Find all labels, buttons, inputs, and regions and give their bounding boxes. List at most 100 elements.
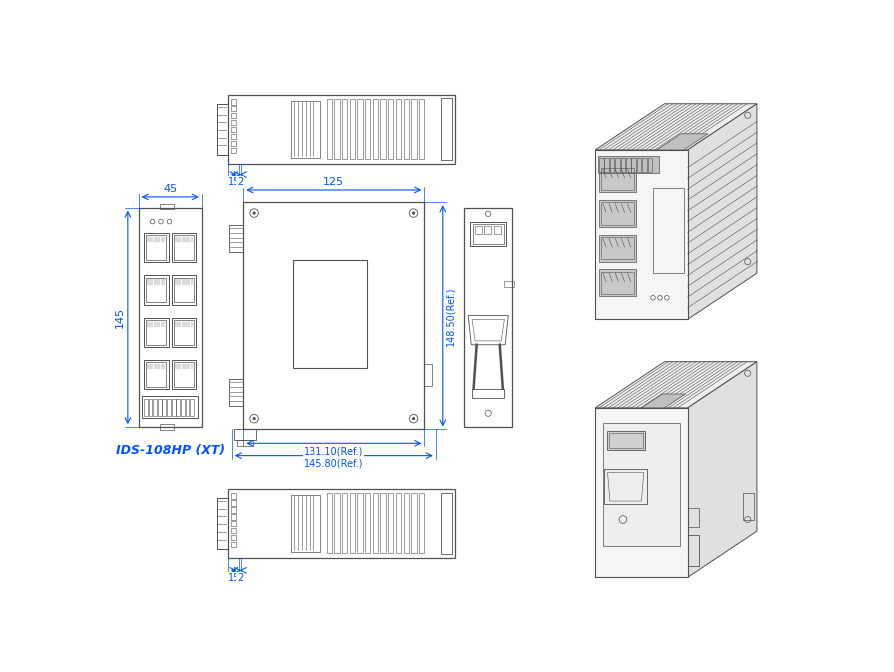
- Bar: [231, 106, 236, 112]
- Bar: [607, 431, 645, 450]
- Bar: [599, 200, 636, 227]
- Bar: [147, 320, 166, 345]
- Bar: [373, 493, 378, 554]
- Bar: [620, 158, 625, 171]
- Bar: [172, 318, 197, 347]
- Bar: [599, 165, 636, 192]
- Bar: [172, 233, 197, 262]
- Bar: [181, 398, 185, 415]
- Bar: [485, 226, 492, 234]
- Bar: [237, 440, 253, 446]
- Bar: [163, 398, 166, 415]
- Bar: [326, 99, 332, 159]
- Bar: [144, 318, 169, 347]
- Polygon shape: [595, 103, 757, 150]
- Bar: [231, 521, 236, 526]
- Bar: [147, 278, 166, 302]
- Polygon shape: [595, 362, 757, 408]
- Bar: [172, 398, 175, 415]
- Bar: [217, 498, 228, 549]
- Bar: [403, 99, 409, 159]
- Polygon shape: [595, 408, 687, 577]
- Bar: [381, 99, 386, 159]
- Bar: [147, 235, 166, 260]
- Bar: [396, 99, 401, 159]
- Text: 145.80(Ref.): 145.80(Ref.): [304, 458, 364, 468]
- Circle shape: [412, 417, 415, 420]
- Bar: [174, 235, 194, 260]
- Bar: [493, 226, 501, 234]
- Bar: [230, 225, 243, 253]
- Bar: [231, 134, 236, 139]
- Bar: [231, 528, 236, 534]
- Bar: [174, 278, 194, 302]
- Bar: [419, 493, 425, 554]
- Bar: [342, 493, 347, 554]
- Bar: [419, 99, 425, 159]
- Bar: [396, 493, 401, 554]
- Polygon shape: [657, 134, 708, 150]
- Bar: [148, 398, 153, 415]
- Bar: [190, 398, 194, 415]
- Bar: [172, 360, 197, 389]
- Bar: [231, 535, 236, 540]
- Bar: [475, 226, 482, 234]
- Bar: [176, 398, 181, 415]
- Bar: [144, 233, 169, 262]
- Bar: [472, 388, 504, 398]
- Bar: [637, 158, 641, 171]
- Bar: [334, 493, 340, 554]
- Bar: [388, 99, 393, 159]
- Bar: [615, 158, 620, 171]
- Circle shape: [253, 212, 256, 214]
- Bar: [388, 493, 393, 554]
- Polygon shape: [641, 394, 686, 408]
- Bar: [350, 99, 355, 159]
- Bar: [602, 237, 634, 259]
- Bar: [174, 362, 194, 387]
- Bar: [291, 101, 320, 158]
- Bar: [602, 271, 634, 294]
- Bar: [470, 222, 506, 246]
- Bar: [144, 276, 169, 304]
- Text: 45: 45: [163, 184, 177, 194]
- Bar: [687, 508, 699, 528]
- Bar: [358, 493, 363, 554]
- Bar: [147, 362, 166, 387]
- Bar: [228, 95, 455, 164]
- Bar: [373, 99, 378, 159]
- Bar: [174, 320, 194, 345]
- Bar: [350, 493, 355, 554]
- Bar: [231, 542, 236, 547]
- Bar: [291, 495, 320, 552]
- Bar: [243, 202, 425, 429]
- Bar: [365, 493, 370, 554]
- Bar: [442, 493, 452, 554]
- Bar: [411, 493, 417, 554]
- Text: 145: 145: [115, 307, 125, 328]
- Bar: [647, 158, 653, 171]
- Bar: [172, 276, 197, 304]
- Bar: [626, 158, 630, 171]
- Bar: [231, 493, 236, 499]
- Bar: [381, 493, 386, 554]
- Bar: [142, 396, 198, 418]
- Bar: [597, 156, 659, 173]
- Bar: [231, 120, 236, 125]
- Bar: [642, 158, 647, 171]
- Polygon shape: [687, 103, 757, 319]
- Bar: [144, 398, 148, 415]
- Bar: [603, 423, 680, 546]
- Bar: [217, 103, 228, 155]
- Bar: [610, 158, 614, 171]
- Bar: [609, 433, 643, 448]
- Bar: [442, 98, 452, 160]
- Bar: [653, 188, 684, 273]
- Bar: [186, 398, 190, 415]
- Bar: [160, 204, 174, 209]
- Bar: [231, 127, 236, 132]
- Polygon shape: [595, 150, 687, 319]
- Bar: [411, 99, 417, 159]
- Text: 125: 125: [324, 177, 344, 187]
- Circle shape: [253, 417, 256, 420]
